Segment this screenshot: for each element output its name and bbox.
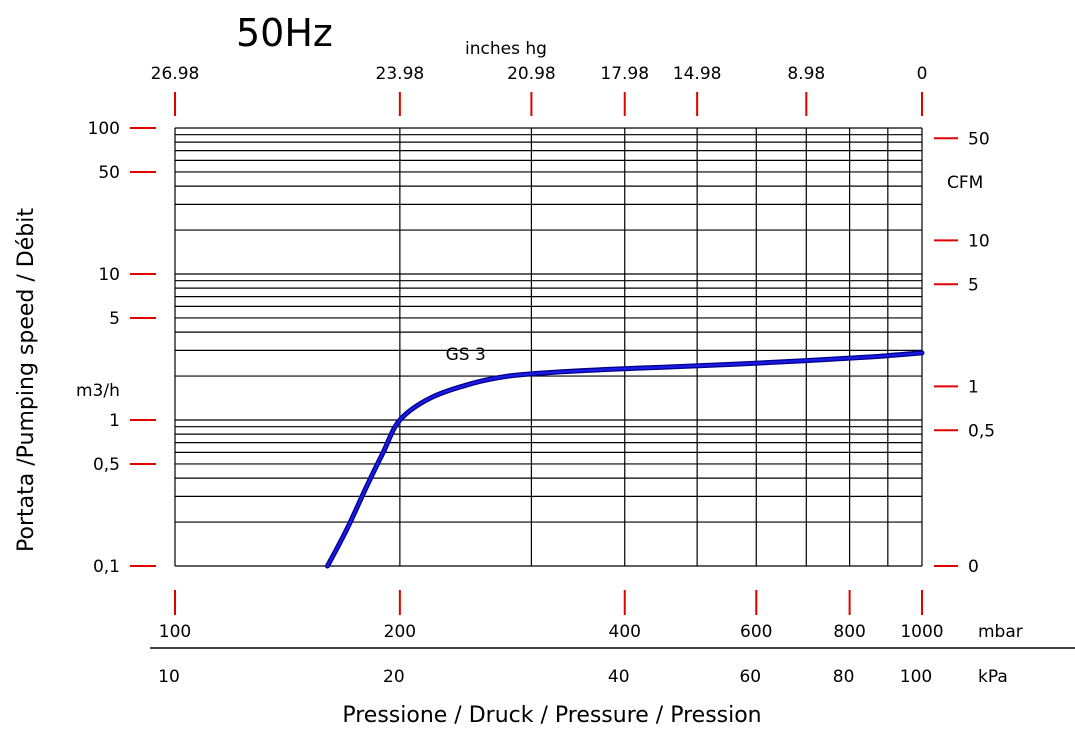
grid xyxy=(174,127,923,567)
tick-label-mbar: 400 xyxy=(609,622,641,642)
tick-label-left: 1 xyxy=(109,411,120,431)
right-axis-unit: CFM xyxy=(947,173,983,193)
tick-label-left: 100 xyxy=(88,119,120,139)
series-line-gs3 xyxy=(326,351,924,568)
tick-label-right: 1 xyxy=(968,377,979,397)
top-axis-label: inches hg xyxy=(465,39,547,59)
bottom-axis-unit-mbar: mbar xyxy=(978,622,1023,642)
tick-label-right: 0 xyxy=(968,557,979,577)
tick-label-kpa: 60 xyxy=(739,667,761,687)
tick-label-top: 8.98 xyxy=(787,64,825,84)
tick-label-mbar: 1000 xyxy=(900,622,943,642)
tick-label-left: 0,5 xyxy=(93,455,120,475)
tick-label-top: 14.98 xyxy=(673,64,722,84)
tick-label-kpa: 100 xyxy=(900,667,932,687)
bottom-axis-unit-kpa: kPa xyxy=(978,667,1008,687)
series-layer xyxy=(325,350,925,569)
tick-label-kpa: 80 xyxy=(833,667,855,687)
tick-label-right: 50 xyxy=(968,129,990,149)
x-axis-title: Pressione / Druck / Pressure / Pression xyxy=(342,703,761,728)
tick-label-left: 10 xyxy=(98,265,120,285)
tick-label-mbar: 800 xyxy=(833,622,865,642)
series-label-gs3: GS 3 xyxy=(446,345,486,365)
tick-label-kpa: 40 xyxy=(608,667,630,687)
chart-title: 50Hz xyxy=(236,11,333,55)
tick-label-top: 17.98 xyxy=(600,64,649,84)
tick-label-kpa: 20 xyxy=(383,667,405,687)
tick-label-right: 0,5 xyxy=(968,421,995,441)
tick-marks xyxy=(130,92,1075,649)
tick-label-kpa: 10 xyxy=(158,667,180,687)
tick-label-left: 50 xyxy=(98,163,120,183)
tick-label-left: 5 xyxy=(109,309,120,329)
tick-label-mbar: 600 xyxy=(740,622,772,642)
tick-label-top: 26.98 xyxy=(151,64,200,84)
y-axis-title: Portata /Pumping speed / Débit xyxy=(14,208,39,552)
tick-label-right: 10 xyxy=(968,231,990,251)
tick-label-mbar: 100 xyxy=(159,622,191,642)
tick-label-top: 20.98 xyxy=(507,64,556,84)
tick-label-right: 5 xyxy=(968,275,979,295)
left-axis-unit: m3/h xyxy=(76,381,120,401)
tick-label-mbar: 200 xyxy=(384,622,416,642)
tick-label-left: 0,1 xyxy=(93,557,120,577)
tick-label-top: 23.98 xyxy=(376,64,425,84)
tick-label-top: 0 xyxy=(917,64,928,84)
